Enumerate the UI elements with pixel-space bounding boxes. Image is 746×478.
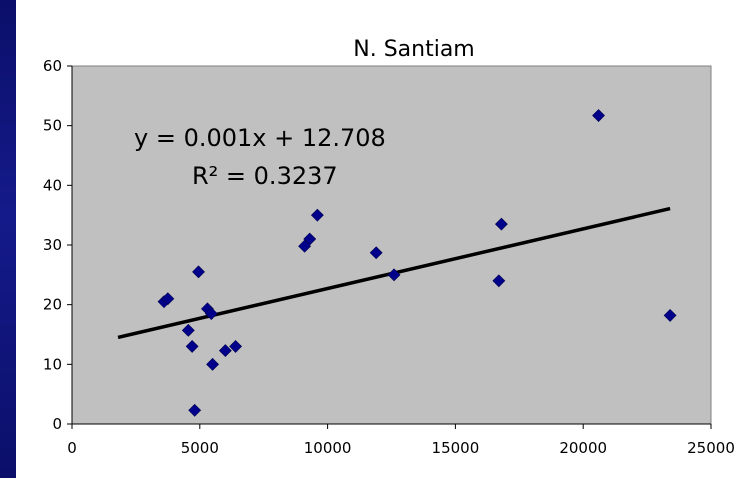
chart-frame: N. Santiam 0 10 20 30 40 50 60 0 5000 10000 15000… [16,0,746,478]
x-tick-label: 25000 [687,439,735,457]
data-point-marker [181,323,195,337]
data-point-marker [161,292,175,306]
data-point-marker [229,340,243,353]
trendline-equation: y = 0.001x + 12.708 [134,124,386,152]
data-point-marker [387,268,401,282]
data-point-marker [494,217,508,231]
x-tick-label: 10000 [304,439,352,457]
data-points [157,109,677,417]
data-point-marker [204,307,218,321]
data-point-marker [218,344,232,358]
data-point-marker [303,232,317,246]
x-tick-label: 5000 [181,439,219,457]
x-tick-label: 20000 [559,439,607,457]
y-tick-label: 0 [52,415,62,433]
data-point-marker [592,109,605,122]
data-point-marker [663,308,677,322]
data-point-marker [492,274,506,288]
y-tick-label: 30 [43,236,62,254]
data-point-marker [310,208,324,222]
y-tick-label: 60 [43,57,62,75]
plot-area [71,65,712,425]
scatter-chart: N. Santiam 0 10 20 30 40 50 60 0 5000 10000 15000… [43,37,735,457]
data-point-marker [185,340,199,353]
data-point-marker [369,246,383,260]
y-tick-label: 10 [43,355,62,373]
chart-title: N. Santiam [353,37,474,62]
y-tick-label: 40 [43,176,62,194]
y-tick-label: 20 [43,296,62,314]
x-tick-label: 15000 [432,439,480,457]
y-tick-label: 50 [43,117,62,135]
r-squared-label: R² = 0.3237 [192,162,338,190]
y-axis-ticks: 0 10 20 30 40 50 60 [43,57,72,433]
data-point-marker [192,265,205,279]
x-axis-ticks: 0 5000 10000 15000 20000 25000 [67,424,735,457]
data-point-marker [188,403,202,417]
x-tick-label: 0 [67,439,77,457]
data-point-marker [206,357,220,371]
